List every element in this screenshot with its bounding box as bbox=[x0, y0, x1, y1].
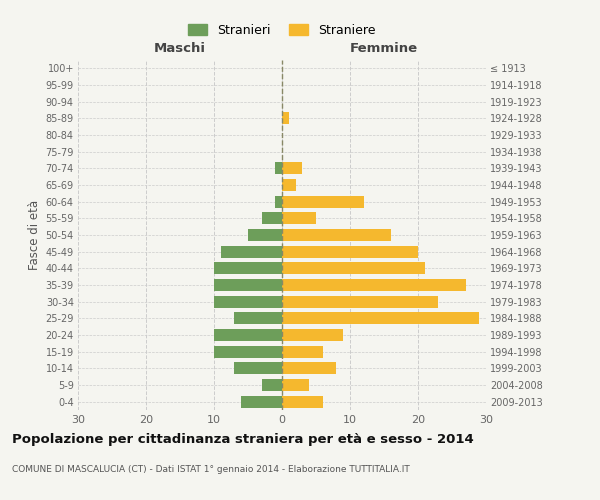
Bar bbox=[282, 179, 296, 191]
Bar bbox=[282, 112, 289, 124]
Bar bbox=[214, 296, 282, 308]
Bar bbox=[275, 162, 282, 174]
Bar bbox=[282, 296, 439, 308]
Bar bbox=[282, 246, 418, 258]
Bar bbox=[282, 362, 337, 374]
Bar bbox=[282, 279, 466, 291]
Text: Femmine: Femmine bbox=[350, 42, 418, 55]
Bar bbox=[282, 346, 323, 358]
Bar bbox=[262, 212, 282, 224]
Text: Popolazione per cittadinanza straniera per età e sesso - 2014: Popolazione per cittadinanza straniera p… bbox=[12, 432, 474, 446]
Y-axis label: Fasce di età: Fasce di età bbox=[28, 200, 41, 270]
Bar bbox=[235, 312, 282, 324]
Bar bbox=[214, 346, 282, 358]
Bar bbox=[248, 229, 282, 241]
Bar bbox=[214, 329, 282, 341]
Bar bbox=[275, 196, 282, 207]
Bar bbox=[214, 262, 282, 274]
Bar bbox=[282, 312, 479, 324]
Bar bbox=[282, 162, 302, 174]
Bar bbox=[235, 362, 282, 374]
Y-axis label: Anni di nascita: Anni di nascita bbox=[599, 192, 600, 278]
Bar bbox=[282, 196, 364, 207]
Bar bbox=[282, 329, 343, 341]
Bar bbox=[214, 279, 282, 291]
Bar bbox=[241, 396, 282, 407]
Bar bbox=[262, 379, 282, 391]
Bar bbox=[221, 246, 282, 258]
Bar bbox=[282, 262, 425, 274]
Text: COMUNE DI MASCALUCIA (CT) - Dati ISTAT 1° gennaio 2014 - Elaborazione TUTTITALIA: COMUNE DI MASCALUCIA (CT) - Dati ISTAT 1… bbox=[12, 466, 410, 474]
Bar bbox=[282, 229, 391, 241]
Bar bbox=[282, 396, 323, 407]
Text: Maschi: Maschi bbox=[154, 42, 206, 55]
Legend: Stranieri, Straniere: Stranieri, Straniere bbox=[184, 18, 380, 42]
Bar bbox=[282, 379, 309, 391]
Bar bbox=[282, 212, 316, 224]
